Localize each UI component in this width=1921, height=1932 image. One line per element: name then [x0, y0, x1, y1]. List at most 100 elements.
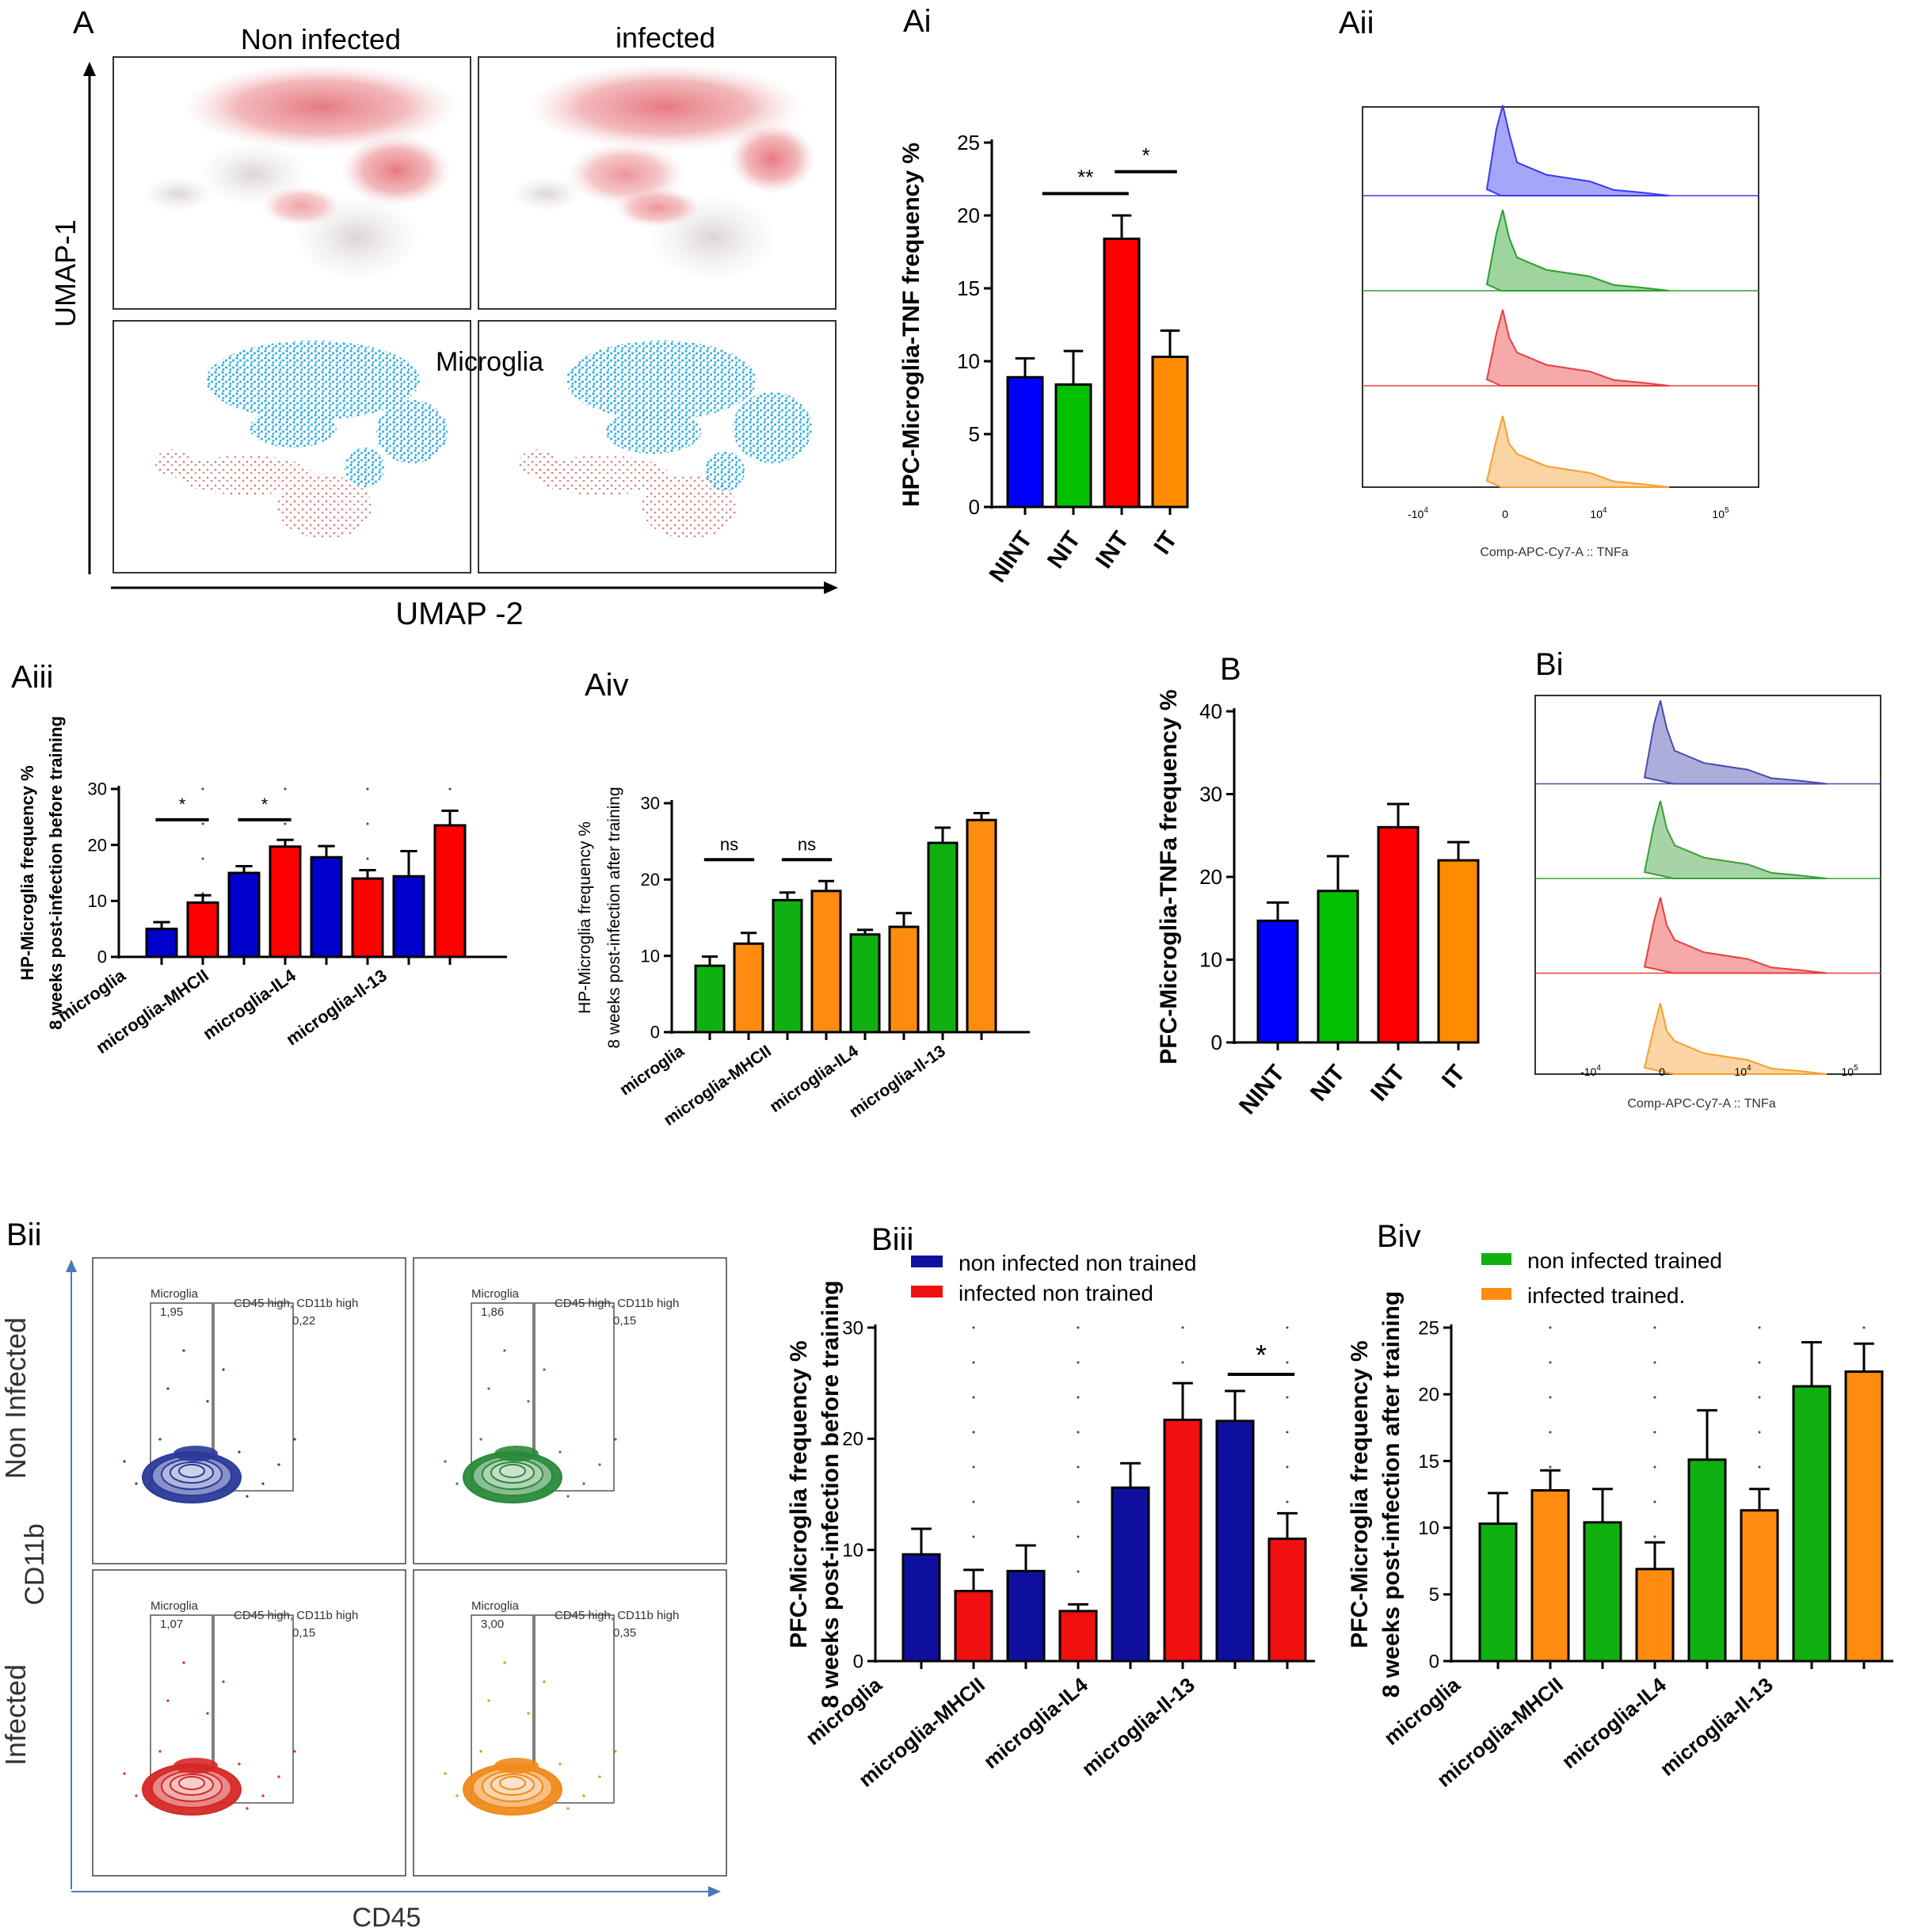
- y-tick-label: 10: [641, 946, 660, 966]
- flow-event: [455, 1794, 459, 1797]
- y-tick-label: 20: [842, 1429, 863, 1450]
- bar-aiii-4: [310, 855, 343, 958]
- flow-panel-bii: CD11b CD45 Non Infected Infected Microgl…: [0, 1257, 727, 1932]
- grid-dot: [1549, 1361, 1552, 1364]
- histogram-aii-x-label: Comp-APC-Cy7-A :: TNFa: [1480, 546, 1628, 559]
- category-label: microglia-Il-13: [1077, 1673, 1199, 1781]
- flow-contour: [499, 1776, 526, 1790]
- flow-event: [543, 1368, 546, 1371]
- y-tick-label: 15: [1418, 1451, 1439, 1473]
- y-tick-label: 5: [969, 422, 980, 446]
- bar-aiii-0: [145, 928, 178, 958]
- flow-plot-frame: [413, 1569, 727, 1877]
- flow-event: [558, 1762, 562, 1766]
- flow-plot-2: Microglia 1,07 CD45 high, CD11b high 0,15: [92, 1569, 406, 1877]
- y-tick-label: 0: [650, 1023, 660, 1042]
- bar-aiv-4: [849, 933, 881, 1034]
- panel-letter-aii: Aii: [1339, 6, 1374, 40]
- gate-high-label: CD45 high, CD11b high: [234, 1297, 358, 1310]
- flow-event: [238, 1450, 241, 1454]
- grid-dot: [366, 787, 369, 791]
- significance-label: *: [1256, 1339, 1267, 1371]
- umap-frame-cluster-non-infected: [112, 320, 471, 574]
- grid-dot: [972, 1500, 975, 1503]
- flow-x-arrowhead: [708, 1886, 721, 1897]
- flow-event: [158, 1438, 162, 1441]
- bar-aiv-6: [927, 841, 959, 1034]
- category-label: microglia-Il-13: [282, 966, 391, 1050]
- y-tick-label: 0: [1429, 1651, 1439, 1672]
- gate-microglia-label: Microglia: [471, 1599, 520, 1613]
- y-axis-label: PFC-Microglia frequency %: [1347, 1340, 1373, 1648]
- bar-biv-1: [1530, 1488, 1570, 1663]
- category-label: microglia-IL4: [1557, 1672, 1671, 1773]
- category-label: microglia: [616, 1042, 688, 1099]
- category-label: NIT: [1042, 527, 1086, 574]
- flow-event: [487, 1699, 490, 1702]
- bar-biii-1: [954, 1590, 993, 1663]
- y-axis-label: HPC-Microglia-TNF frequency %: [898, 143, 924, 507]
- grid-dot: [1077, 1361, 1080, 1364]
- y-axis-label: HP-Microglia frequency %: [576, 821, 594, 1014]
- bar-biii-5: [1163, 1418, 1203, 1663]
- bar-chart-biii: 0102030microgliamicroglia-MHCIImicroglia…: [786, 1280, 1315, 1792]
- flow-event: [479, 1750, 482, 1753]
- grid-dot: [972, 1396, 975, 1399]
- grid-dot: [448, 787, 452, 791]
- grid-dot: [1653, 1396, 1656, 1399]
- bar-aiii-3: [269, 845, 302, 958]
- gate-high-label: CD45 high, CD11b high: [234, 1609, 358, 1622]
- category-label: INT: [1091, 527, 1134, 574]
- panel-letter-aiv: Aiv: [585, 668, 629, 703]
- grid-dot: [1077, 1396, 1080, 1399]
- bar-biv-3: [1635, 1568, 1675, 1663]
- grid-dot: [1077, 1326, 1080, 1329]
- y-axis-label: PFC-Microglia-TNFa frequency %: [1156, 689, 1182, 1064]
- gate-microglia-value: 1,95: [160, 1305, 183, 1319]
- y-axis-label: 8 weeks post-infection before training: [46, 716, 66, 1030]
- flow-event: [582, 1794, 585, 1797]
- gate-cd45-high: [213, 1302, 294, 1492]
- panel-letter-biv: Biv: [1377, 1219, 1421, 1254]
- bar-aiv-1: [733, 942, 764, 1034]
- category-label: microglia-Il-13: [846, 1042, 949, 1122]
- flow-event: [166, 1387, 170, 1390]
- grid-dot: [1653, 1431, 1656, 1434]
- umap-density-non-infected: [143, 63, 459, 281]
- histogram-curve: [1643, 897, 1828, 974]
- bar-biv-2: [1583, 1521, 1622, 1663]
- category-label: microglia-IL4: [979, 1672, 1093, 1773]
- legend-biii-label-int: infected non trained: [959, 1281, 1153, 1305]
- grid-dot: [1286, 1396, 1289, 1399]
- grid-dot: [972, 1326, 975, 1329]
- flow-plot-3: Microglia 3,00 CD45 high, CD11b high 0,35: [413, 1569, 727, 1877]
- flow-event: [558, 1450, 562, 1454]
- y-tick-label: 0: [969, 495, 980, 519]
- category-label: IT: [1437, 1060, 1470, 1093]
- flow-event: [277, 1463, 280, 1466]
- flow-event: [238, 1762, 241, 1766]
- grid-dot: [1758, 1465, 1761, 1469]
- bar-biv-0: [1478, 1522, 1518, 1663]
- flow-event: [135, 1482, 138, 1485]
- histogram-aii-frame: [1362, 106, 1759, 488]
- y-tick-label: 5: [1429, 1584, 1439, 1606]
- category-label: NIT: [1305, 1060, 1350, 1106]
- y-tick-label: 20: [957, 204, 980, 227]
- flow-event: [598, 1775, 601, 1778]
- flow-event: [182, 1349, 185, 1352]
- bar-ai-3: [1151, 355, 1189, 509]
- significance-label: **: [1077, 165, 1093, 189]
- bar-ai-2: [1103, 237, 1141, 509]
- grid-dot: [1286, 1465, 1289, 1469]
- flow-event: [182, 1661, 185, 1664]
- grid-dot: [1077, 1431, 1080, 1434]
- significance-label: *: [179, 795, 186, 814]
- histogram-bi-tick-neg4: -104: [1580, 1064, 1601, 1078]
- legend-biii-swatch-int: [911, 1286, 943, 1298]
- flow-event: [293, 1750, 296, 1753]
- y-axis-label: 8 weeks post-infection before training: [818, 1280, 844, 1708]
- grid-dot: [1181, 1326, 1184, 1329]
- flow-event: [166, 1699, 170, 1702]
- bar-biv-7: [1844, 1370, 1884, 1663]
